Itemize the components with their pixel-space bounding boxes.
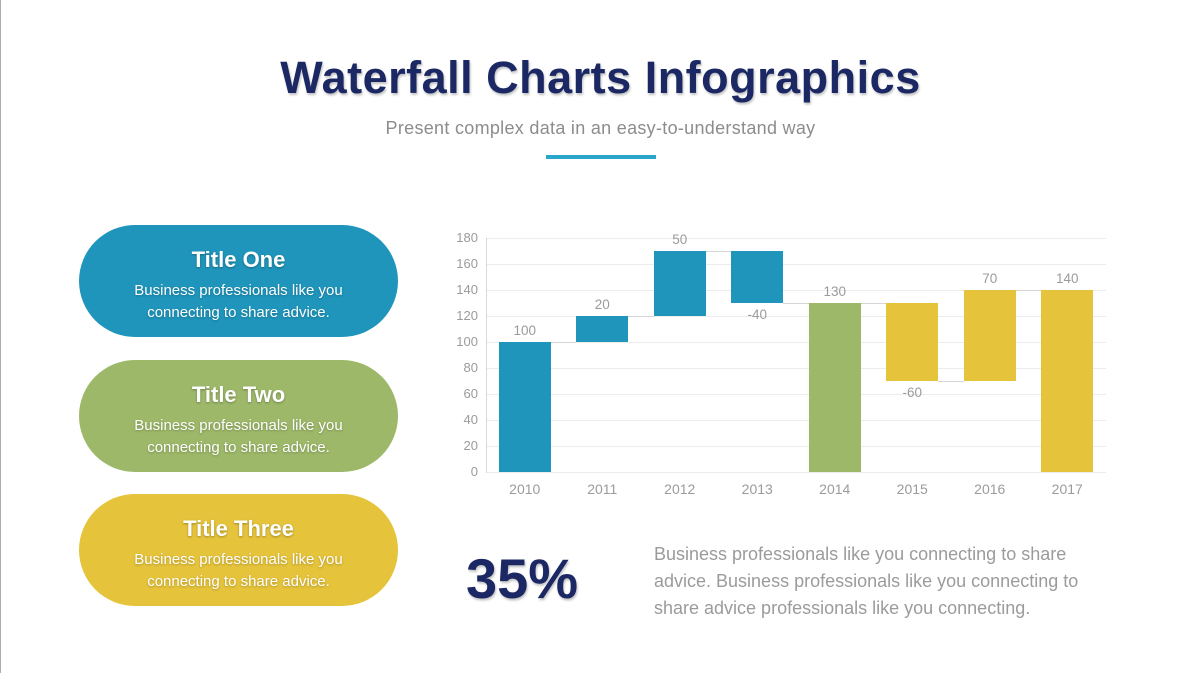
waterfall-bar-2014 <box>808 303 861 472</box>
y-axis-tick-label: 100 <box>456 334 478 349</box>
y-axis-tick-label: 40 <box>463 412 478 427</box>
info-card-two: Title Two Business professionals like yo… <box>79 360 398 472</box>
bar-value-label: 50 <box>672 232 688 247</box>
bar-value-label: 100 <box>513 323 537 338</box>
x-axis-tick-label: 2015 <box>896 481 928 497</box>
x-axis-tick-label: 2014 <box>819 481 851 497</box>
y-axis-tick-label: 160 <box>456 256 478 271</box>
gridline-0 <box>486 472 1106 473</box>
y-axis-tick-label: 180 <box>456 230 478 245</box>
page-title: Waterfall Charts Infographics <box>280 52 921 103</box>
bar-value-label: 20 <box>594 297 610 312</box>
stat-value: 35% <box>466 547 579 610</box>
waterfall-connector <box>628 316 654 317</box>
waterfall-bar-2010 <box>498 342 551 472</box>
y-axis-tick-label: 0 <box>470 464 478 479</box>
waterfall-connector <box>550 342 577 343</box>
bar-value-label: -40 <box>747 307 767 322</box>
card-two-title: Title Two <box>191 382 286 407</box>
x-axis-tick-label: 2010 <box>509 481 541 497</box>
card-three-body: Business professionals like you connecti… <box>134 551 343 590</box>
waterfall-connector <box>860 303 887 304</box>
y-axis-tick-label: 140 <box>456 282 478 297</box>
bar-value-label: -60 <box>902 385 922 400</box>
gridline-160 <box>486 264 1106 265</box>
stat-description: Business professionals like you connecti… <box>654 544 1079 618</box>
x-axis-tick-label: 2013 <box>741 481 773 497</box>
waterfall-bar-2013 <box>731 251 784 303</box>
card-three-title: Title Three <box>183 516 294 541</box>
waterfall-bar-2012 <box>653 251 706 316</box>
gridline-60 <box>486 394 1106 395</box>
card-one-body: Business professionals like you connecti… <box>134 282 343 321</box>
waterfall-connector <box>938 381 964 382</box>
x-axis-tick-label: 2016 <box>974 481 1006 497</box>
waterfall-connector <box>783 303 809 304</box>
card-two-body: Business professionals like you connecti… <box>134 417 343 456</box>
x-axis-tick-label: 2012 <box>664 481 696 497</box>
accent-divider <box>545 155 656 159</box>
y-axis-tick-label: 20 <box>463 438 478 453</box>
bar-value-label: 130 <box>823 284 847 299</box>
gridline-40 <box>486 420 1106 421</box>
x-axis-tick-label: 2017 <box>1051 481 1083 497</box>
info-card-three: Title Three Business professionals like … <box>79 494 398 606</box>
bar-value-label: 140 <box>1055 271 1079 286</box>
waterfall-bar-2017 <box>1041 290 1094 472</box>
waterfall-bar-2015 <box>886 303 939 381</box>
waterfall-bar-2016 <box>963 290 1016 381</box>
y-axis-line <box>486 238 487 473</box>
y-axis-tick-label: 60 <box>463 386 478 401</box>
info-card-one: Title One Business professionals like yo… <box>79 225 398 337</box>
gridline-120 <box>486 316 1106 317</box>
gridline-80 <box>486 368 1106 369</box>
y-axis-tick-label: 80 <box>463 360 478 375</box>
page-subtitle: Present complex data in an easy-to-under… <box>385 118 816 138</box>
bar-value-label: 70 <box>982 271 998 286</box>
waterfall-connector <box>705 251 732 252</box>
waterfall-bar-2011 <box>576 316 629 342</box>
waterfall-connector <box>1015 290 1042 291</box>
y-axis-tick-label: 120 <box>456 308 478 323</box>
gridline-180 <box>486 238 1106 239</box>
x-axis-tick-label: 2011 <box>587 481 618 497</box>
waterfall-chart: 0 20 40 60 80 100 120 140 160 180 100 2010 20 2011 50 2… <box>456 230 1106 497</box>
card-one-title: Title One <box>191 247 286 272</box>
gridline-20 <box>486 446 1106 447</box>
gridline-140 <box>486 290 1106 291</box>
gridline-100 <box>486 342 1106 343</box>
